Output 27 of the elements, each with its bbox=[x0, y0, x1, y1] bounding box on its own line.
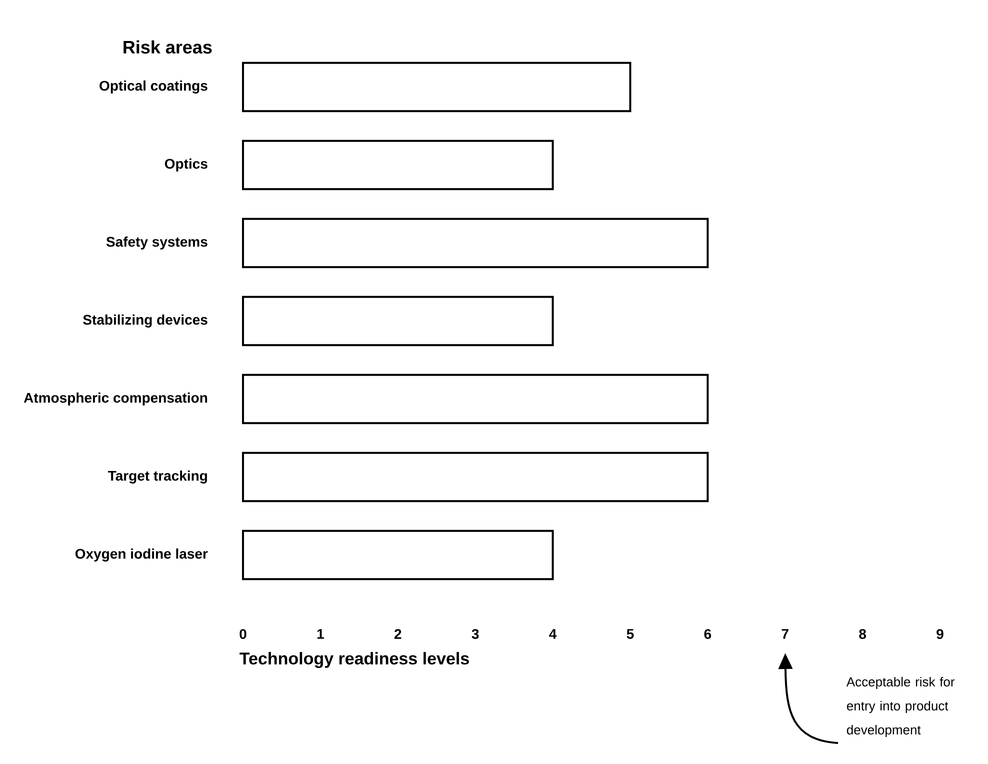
y-tick-label: Stabilizing devices bbox=[83, 314, 208, 328]
bar bbox=[242, 218, 709, 268]
x-axis-title: Technology readiness levels bbox=[240, 652, 469, 668]
y-tick-label: Safety systems bbox=[106, 236, 208, 250]
x-tick-label: 7 bbox=[782, 629, 788, 639]
y-tick-label: Oxygen iodine laser bbox=[75, 548, 208, 562]
x-tick-label: 6 bbox=[704, 629, 712, 639]
x-tick-label: 4 bbox=[549, 629, 557, 639]
x-tick-label: 3 bbox=[472, 629, 479, 639]
x-tick-label: 8 bbox=[859, 629, 866, 639]
bar bbox=[242, 452, 709, 502]
bar bbox=[242, 530, 554, 580]
bar bbox=[242, 374, 709, 424]
x-tick-label: 2 bbox=[394, 629, 402, 639]
y-tick-label: Optical coatings bbox=[100, 80, 208, 94]
text: Acceptable risk for entry into product development bbox=[846, 676, 955, 738]
x-tick-label: 0 bbox=[240, 629, 246, 639]
bar bbox=[242, 296, 554, 346]
x-tick-label: 9 bbox=[936, 629, 944, 639]
y-axis-title: Risk areas bbox=[124, 40, 212, 54]
x-tick-label: 1 bbox=[317, 629, 324, 639]
bar bbox=[242, 62, 632, 112]
y-tick-label: Target tracking bbox=[108, 470, 207, 484]
y-tick-label: Atmospheric compensation bbox=[24, 392, 208, 406]
bar bbox=[242, 140, 554, 190]
x-tick-label: 5 bbox=[626, 629, 634, 639]
y-tick-label: Optics bbox=[164, 158, 208, 172]
